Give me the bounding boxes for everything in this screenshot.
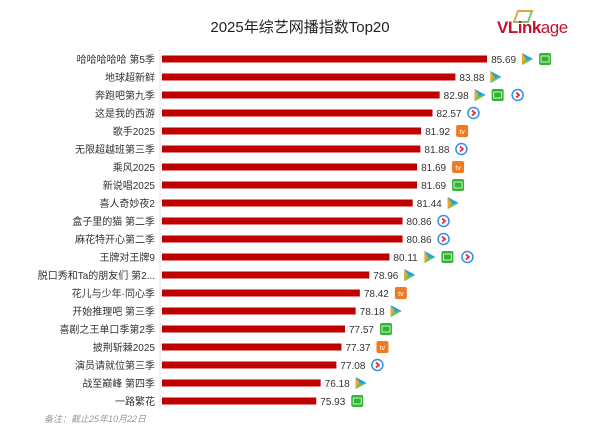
chart-title: 2025年综艺网播指数Top20	[210, 19, 390, 36]
tencent-platform-icon	[447, 197, 459, 209]
tencent-platform-icon	[474, 89, 486, 101]
category-label: 歌手2025	[113, 125, 156, 138]
category-label: 演员请就位第三季	[75, 359, 155, 372]
value-label: 81.69	[421, 181, 446, 192]
youku-platform-icon	[467, 106, 480, 120]
value-label: 80.86	[407, 217, 432, 228]
value-label: 76.18	[325, 379, 350, 390]
value-label: 78.18	[360, 307, 385, 318]
footnote: 备注：截止25年10月22日	[44, 414, 147, 424]
svg-text:tv: tv	[380, 345, 386, 352]
mango-platform-icon: tv	[452, 161, 465, 173]
category-label: 麻花特开心第二季	[75, 233, 155, 246]
category-label: 战至巅峰 第四季	[82, 377, 155, 390]
value-label: 77.57	[349, 325, 374, 336]
iqiyi-platform-icon	[379, 323, 392, 335]
category-label: 新说唱2025	[103, 179, 156, 192]
bar	[162, 235, 403, 243]
iqiyi-platform-icon	[491, 89, 504, 101]
iqiyi-platform-icon	[539, 53, 552, 65]
value-label: 80.11	[393, 253, 418, 264]
category-label: 披荆斩棘2025	[93, 341, 156, 354]
value-label: 82.98	[444, 91, 469, 102]
youku-platform-icon	[437, 214, 450, 228]
mango-platform-icon: tv	[394, 287, 407, 299]
category-label: 哈哈哈哈哈 第5季	[77, 53, 155, 66]
bar	[162, 109, 433, 117]
tencent-platform-icon	[355, 377, 367, 389]
youku-platform-icon	[461, 250, 474, 264]
category-label: 开始推理吧 第三季	[72, 305, 155, 318]
value-label: 77.08	[340, 361, 365, 372]
youku-platform-icon	[511, 88, 524, 102]
bar	[162, 361, 337, 369]
tencent-platform-icon	[424, 251, 436, 263]
svg-text:tv: tv	[398, 291, 404, 298]
category-label: 地球超新鲜	[105, 71, 155, 84]
value-label: 81.88	[424, 145, 449, 156]
bar	[162, 397, 317, 405]
value-label: 80.86	[407, 235, 432, 246]
bar	[162, 343, 342, 351]
bar	[162, 307, 356, 315]
category-label: 无限超越班第三季	[75, 143, 155, 156]
bar	[162, 145, 421, 153]
logo-text-bold: VLink	[497, 18, 541, 37]
youku-platform-icon	[371, 358, 384, 372]
category-label: 花儿与少年·同心季	[72, 287, 155, 300]
value-label: 85.69	[491, 55, 516, 66]
vlinkage-logo: VLinkage	[497, 18, 568, 38]
category-label: 喜人奇妙夜2	[99, 197, 155, 210]
tencent-platform-icon	[404, 269, 416, 281]
category-label: 一路繁花	[115, 395, 155, 408]
value-label: 75.93	[320, 397, 345, 408]
iqiyi-platform-icon	[351, 395, 364, 407]
bar	[162, 325, 345, 333]
bar	[162, 55, 488, 63]
bar	[162, 253, 390, 261]
iqiyi-platform-icon	[441, 251, 454, 263]
bar	[162, 163, 418, 171]
bar	[162, 271, 370, 279]
youku-platform-icon	[455, 142, 468, 156]
svg-text:tv: tv	[459, 129, 465, 136]
logo-text-light: age	[540, 18, 568, 37]
tencent-platform-icon	[390, 305, 402, 317]
bar	[162, 379, 321, 387]
bar	[162, 217, 403, 225]
category-label: 这是我的西游	[95, 107, 155, 120]
bar	[162, 91, 440, 99]
mango-platform-icon: tv	[376, 341, 389, 353]
value-label: 81.69	[421, 163, 446, 174]
bar	[162, 73, 456, 81]
category-label: 盒子里的猫 第二季	[72, 215, 155, 228]
category-label: 脱口秀和Ta的朋友们 第2...	[38, 269, 155, 282]
category-label: 奔跑吧第九季	[95, 89, 155, 102]
category-label: 喜剧之王单口季第2季	[59, 323, 155, 336]
value-label: 81.92	[425, 127, 450, 138]
iqiyi-platform-icon	[452, 179, 465, 191]
bar	[162, 127, 422, 135]
category-label: 王牌对王牌9	[99, 251, 155, 264]
category-label: 乘风2025	[113, 162, 156, 174]
value-label: 81.44	[417, 199, 442, 210]
bar	[162, 289, 360, 297]
value-label: 82.57	[436, 109, 461, 120]
youku-platform-icon	[437, 232, 450, 246]
bar	[162, 181, 418, 189]
value-label: 83.88	[459, 73, 484, 84]
svg-text:tv: tv	[455, 165, 461, 172]
value-label: 78.42	[364, 289, 389, 300]
mango-platform-icon: tv	[456, 125, 469, 137]
bar	[162, 199, 413, 207]
value-label: 78.96	[373, 271, 398, 282]
tencent-platform-icon	[490, 71, 502, 83]
value-label: 77.37	[345, 343, 370, 354]
tencent-platform-icon	[522, 53, 534, 65]
